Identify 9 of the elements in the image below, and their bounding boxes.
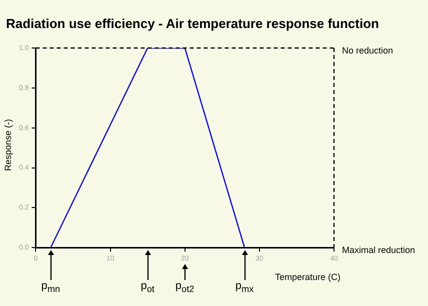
annotation: p$_{ot2}$ — [174, 280, 196, 294]
y-axis-title: Response (-) — [3, 118, 13, 173]
x-axis-title: Temperature (C) — [275, 272, 341, 282]
ref-line-label: No reduction — [342, 45, 394, 56]
annotation: p$_{mn}$ — [40, 280, 62, 294]
chart-title: Radiation use efficiency - Air temperature response function — [6, 16, 379, 31]
ref-line-label: Maximal reduction — [342, 245, 416, 256]
annotation: p$_{ot}$ — [140, 280, 156, 294]
annotation: p$_{mx}$ — [234, 280, 255, 294]
